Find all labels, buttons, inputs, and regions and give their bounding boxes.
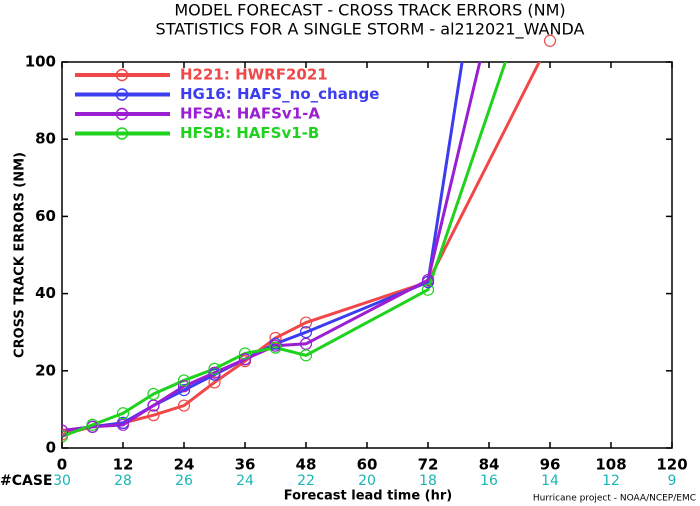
- x-tick-label: 84: [479, 456, 500, 474]
- case-count: 16: [480, 473, 498, 489]
- x-tick-label: 48: [296, 456, 317, 474]
- series-marker: [62, 424, 69, 437]
- legend-marker: [115, 107, 129, 121]
- case-count: 24: [236, 473, 254, 489]
- y-tick-label: 40: [35, 284, 56, 302]
- legend-label: HFSB: HAFSv1-B: [180, 124, 319, 142]
- legend-label: H221: HWRF2021: [180, 66, 328, 84]
- case-count: 9: [668, 473, 677, 489]
- legend-marker: [115, 88, 129, 101]
- series-marker: [299, 349, 313, 362]
- x-tick-label: 96: [540, 456, 561, 474]
- case-count: 12: [602, 473, 620, 489]
- series-marker: [269, 331, 282, 345]
- series-marker: [421, 283, 435, 296]
- y-axis-label: CROSS TRACK ERRORS (NM): [13, 152, 28, 358]
- case-count: 22: [297, 473, 315, 489]
- legend-marker: [115, 68, 129, 82]
- plot-frame: [61, 61, 673, 449]
- series-marker: [62, 430, 69, 443]
- series-marker: [421, 273, 435, 287]
- y-tick-label: 60: [35, 207, 56, 225]
- x-tick-label: 60: [357, 456, 378, 474]
- case-label: #CASE: [0, 473, 53, 489]
- x-tick-label: 12: [113, 456, 134, 474]
- x-tick-label: 72: [418, 456, 439, 474]
- x-tick-label: 0: [57, 456, 67, 474]
- legend-label: HFSA: HAFSv1-A: [180, 105, 320, 123]
- legend-label: HG16: HAFS_no_change: [180, 85, 379, 103]
- series-marker: [269, 341, 282, 354]
- series-marker: [208, 366, 221, 379]
- case-count: 26: [175, 473, 193, 489]
- series-marker: [177, 380, 191, 393]
- x-tick-label: 108: [595, 456, 626, 474]
- footer: Hurricane project - NOAA/NCEP/EMC: [533, 494, 696, 504]
- series-marker: [208, 376, 221, 389]
- series-marker: [116, 407, 130, 420]
- chart-subtitle: STATISTICS FOR A SINGLE STORM - al212021…: [156, 20, 585, 40]
- series-marker: [147, 387, 160, 401]
- case-count: 28: [114, 473, 132, 489]
- legend-marker: [115, 127, 129, 140]
- series-marker: [238, 353, 252, 366]
- markers: [62, 34, 557, 443]
- x-tick-label: 24: [174, 456, 195, 474]
- x-axis-label: Forecast lead time (hr): [284, 489, 452, 504]
- y-tick-label: 80: [35, 130, 56, 148]
- series-marker: [299, 316, 313, 329]
- series-line: [62, 62, 482, 433]
- series-marker: [147, 409, 160, 422]
- y-tick-label: 20: [35, 361, 56, 379]
- series-marker: [177, 384, 191, 397]
- series-marker: [208, 362, 221, 375]
- x-tick-label: 120: [656, 456, 687, 474]
- series-marker: [238, 347, 252, 360]
- x-tick-label: 36: [235, 456, 256, 474]
- series-marker: [177, 399, 191, 412]
- chart-title: MODEL FORECAST - CROSS TRACK ERRORS (NM): [174, 1, 565, 20]
- case-count: 18: [419, 473, 437, 489]
- y-tick-label: 100: [25, 53, 56, 71]
- case-count: 30: [53, 473, 71, 489]
- y-tick-label: 0: [46, 439, 56, 457]
- series-marker: [177, 374, 191, 387]
- case-count: 14: [541, 473, 559, 489]
- series-marker: [86, 418, 99, 431]
- case-count: 20: [358, 473, 376, 489]
- series-marker: [543, 34, 557, 47]
